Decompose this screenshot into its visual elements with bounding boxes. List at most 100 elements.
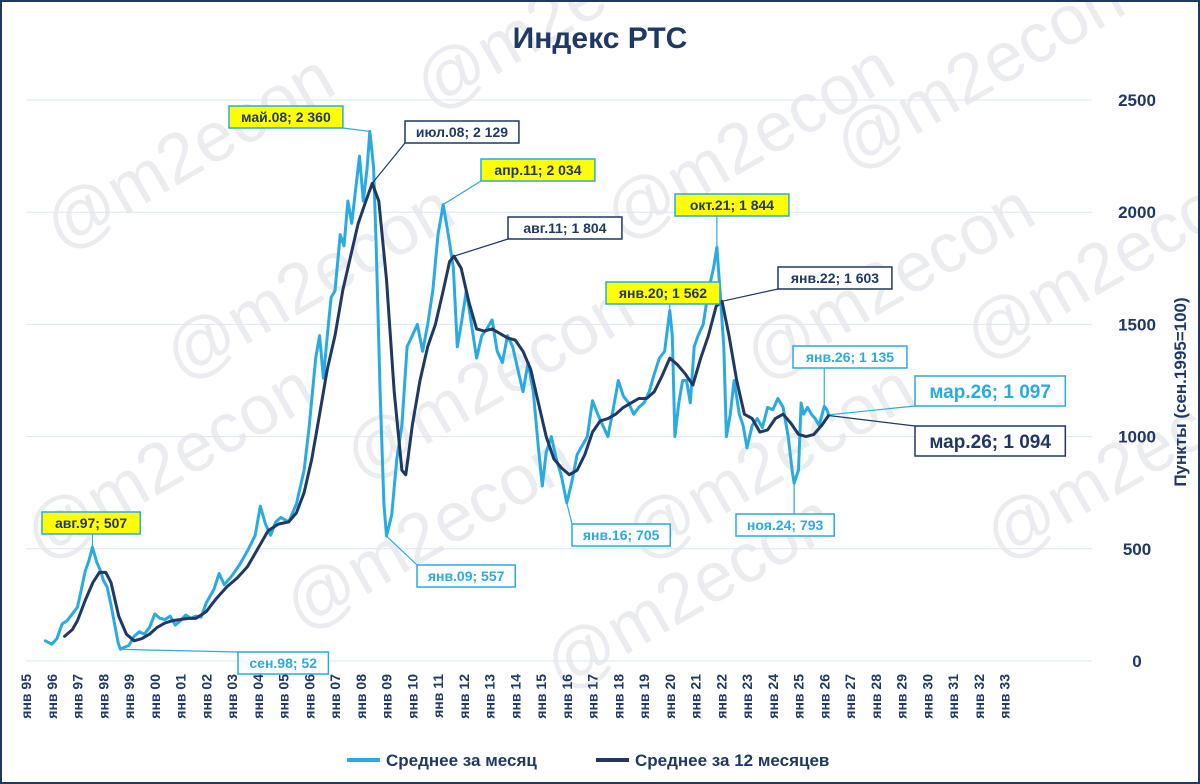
x-tick-label: янв 10	[404, 674, 420, 719]
x-tick-label: янв 16	[559, 674, 575, 719]
annotation-label: янв.20; 1 562	[619, 285, 707, 301]
x-tick-label: янв 24	[765, 674, 781, 719]
annotation-label: янв.16; 705	[583, 527, 660, 543]
x-tick-label: янв 05	[276, 674, 292, 719]
x-tick-label: янв 22	[713, 674, 729, 719]
x-tick-label: янв 17	[585, 674, 601, 719]
annotation-box	[507, 216, 623, 240]
annotation-label: сен.98; 52	[249, 655, 317, 671]
watermark-text: @m2econ	[11, 347, 327, 575]
annotation-leader	[721, 288, 779, 302]
series-line-monthly	[43, 129, 831, 651]
x-tick-label: янв 32	[971, 674, 987, 719]
x-tick-label: янв 13	[482, 674, 498, 719]
x-tick-label: янв 14	[507, 674, 523, 719]
x-tick-label: янв 02	[198, 674, 214, 719]
x-tick-label: янв 95	[18, 674, 34, 719]
annotation-label: окт.21; 1 844	[690, 197, 774, 213]
x-tick-label: янв 30	[919, 674, 935, 719]
x-tick-label: янв 00	[147, 674, 163, 719]
y-axis-ticks: 0 500 1000 1500 2000 2500	[1118, 91, 1156, 671]
x-tick-label: янв 11	[430, 674, 446, 718]
x-tick-label: янв 99	[121, 674, 137, 719]
annotation-leader	[566, 502, 573, 525]
annotation-box	[914, 425, 1067, 457]
x-tick-label: янв 25	[791, 674, 807, 719]
annotation-box	[480, 158, 596, 182]
annotation-box	[237, 651, 330, 675]
chart-title: Индекс РТС	[513, 22, 688, 55]
annotation-box	[571, 523, 671, 547]
watermark-text: @m2econ	[401, 2, 717, 125]
annotation-leader	[386, 535, 418, 566]
annotation-box	[228, 105, 344, 129]
annotation-leader	[120, 648, 239, 653]
legend: Среднее за месяц Среднее за 12 месяцев	[347, 751, 829, 770]
watermark-text: @m2econ	[151, 167, 467, 395]
x-tick-label: янв 07	[327, 674, 343, 719]
x-tick-label: янв 19	[636, 674, 652, 719]
x-tick-label: янв 12	[456, 674, 472, 719]
annotation-label: май.08; 2 360	[241, 109, 331, 125]
annotation-label: янв.09; 557	[428, 568, 505, 584]
series-line-yearly	[63, 181, 831, 643]
x-tick-label: янв 23	[739, 674, 755, 719]
x-tick-label: янв 98	[95, 674, 111, 719]
annotation-box	[674, 193, 790, 217]
y-tick-label: 500	[1123, 540, 1151, 559]
annotation-box	[41, 511, 141, 535]
x-tick-label: янв 20	[662, 674, 678, 719]
annotation-box	[404, 120, 520, 144]
annotation-label: июл.08; 2 129	[416, 124, 508, 140]
y-tick-label: 1000	[1118, 428, 1156, 447]
annotation-leader	[453, 238, 509, 257]
x-tick-label: янв 28	[868, 674, 884, 719]
annotation-label: апр.11; 2 034	[494, 162, 581, 178]
gridlines	[26, 99, 1092, 662]
annotation-leader	[828, 405, 916, 416]
annotation-leader	[828, 414, 916, 427]
x-tick-label: янв 31	[945, 674, 961, 719]
series-layer	[43, 129, 831, 651]
y-axis-label: Пункты (сен.1995=100)	[1171, 297, 1190, 486]
x-tick-label: янв 33	[997, 674, 1013, 719]
annotation-label: янв.22; 1 603	[791, 270, 879, 286]
y-tick-label: 0	[1132, 652, 1141, 671]
annotation-leader	[342, 127, 370, 133]
x-tick-label: янв 03	[224, 674, 240, 719]
watermark-layer: @m2econ@m2econ @m2econ@m2econ@m2econ@m2ec…	[11, 2, 1199, 705]
annotations-layer: авг.97; 507 сен.98; 52 май.08; 2 360 июл.08…	[41, 105, 1067, 675]
watermark-text: @m2econ	[31, 37, 347, 265]
legend-label-yearly: Среднее за 12 месяцев	[635, 751, 829, 770]
annotation-leader	[371, 142, 406, 184]
annotation-label: авг.97; 507	[55, 515, 127, 531]
y-tick-label: 2500	[1118, 91, 1156, 110]
x-tick-label: янв 06	[301, 674, 317, 719]
annotation-label: авг.11; 1 804	[523, 220, 606, 236]
annotation-box	[792, 345, 908, 369]
legend-label-monthly: Среднее за месяц	[386, 751, 537, 770]
annotation-box	[914, 375, 1067, 407]
x-tick-label: янв 08	[353, 674, 369, 719]
y-tick-label: 1500	[1118, 315, 1156, 334]
x-tick-label: янв 09	[379, 674, 395, 719]
annotation-label: мар.26; 1 097	[929, 382, 1051, 403]
x-tick-label: янв 27	[842, 674, 858, 719]
annotation-label: янв.26; 1 135	[806, 349, 894, 365]
x-tick-label: янв 01	[173, 674, 189, 719]
annotation-label: ноя.24; 793	[747, 517, 824, 533]
x-axis-ticks: янв 95 янв 96 янв 97 янв 98 янв 99 янв 00 янв …	[18, 674, 1013, 719]
annotation-leader	[442, 180, 482, 206]
x-tick-label: янв 97	[70, 674, 86, 719]
x-tick-label: янв 29	[894, 674, 910, 719]
annotation-box	[605, 281, 721, 305]
y-tick-label: 2000	[1118, 203, 1156, 222]
x-tick-label: янв 26	[816, 674, 832, 719]
annotation-box	[777, 266, 893, 290]
annotation-label: мар.26; 1 094	[929, 432, 1051, 453]
annotation-box	[735, 513, 835, 537]
x-tick-label: янв 21	[688, 674, 704, 719]
x-tick-label: янв 18	[610, 674, 626, 719]
